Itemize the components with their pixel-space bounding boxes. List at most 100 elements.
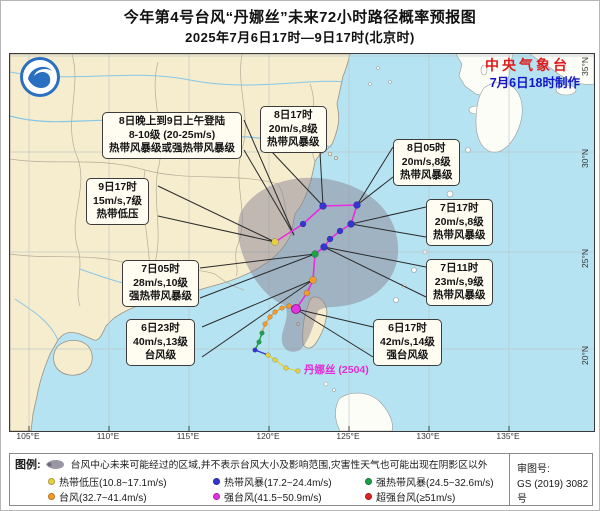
legend-item: 强热带风暴(24.5~32.6m/s) [365,474,494,489]
typhoon-track [252,201,361,374]
forecast-point [299,220,307,228]
callout-pointer [295,308,374,358]
forecast-track-segment [312,253,316,281]
callout-landfall: 8日晚上到9日上午登陆 8-10级 (20-25m/s) 热带风暴级或强热带风暴级 [102,112,242,159]
forecast-track-segment [274,223,304,243]
agency-issue-time: 7月6日18时制作 [489,76,580,90]
legend-dot [365,493,372,500]
latitude-axis: 35°N 30°N 25°N 20°N [580,57,590,365]
lon-label: 120°E [256,431,280,441]
track-point [256,339,262,345]
current-position-point [291,304,301,314]
forecast-point [320,243,328,251]
track-point [272,309,278,315]
callout-pointer [243,149,295,236]
callout-line: 40m/s,13级 [133,335,188,348]
license-number: GS (2019) 3082号 [517,479,589,505]
callout-pointer [350,206,427,225]
callout-line: 28m/s,10级 [133,276,188,289]
callout-t-7d05: 7日05时 28m/s,10级 强热带风暴级 [122,260,199,307]
callout-line: 42m/s,14级 [380,335,435,348]
callout-pointer [199,253,316,269]
callout-line: 15m/s,7级 [93,194,143,207]
legend-dot [48,478,55,485]
callout-t-7d11: 7日11时 23m/s,9级 热带风暴级 [426,259,493,306]
probability-cone [237,177,399,352]
callout-line: 20m/s,8级 [268,122,318,135]
legend-row-cone: 图例: 台风中心未来可能经过的区域,并不表示台风大小及影响范围,灾害性天气也可能… [15,457,488,471]
callout-pointer [323,246,427,298]
legend-item: 台风(32.7~41.4m/s) [48,489,147,504]
callout-pointer [295,308,374,328]
legend-item: 热带低压(10.8~17.1m/s) [48,474,167,489]
track-point [267,314,273,320]
legend-cone-note: 台风中心未来可能经过的区域,并不表示台风大小及影响范围,灾害性天气也可能出现在阴… [70,460,488,471]
lon-label: 110°E [96,431,120,441]
callout-line: 6日23时 [141,322,180,334]
callout-line: 7日17时 [439,202,479,214]
legend-item: 超强台风(≥51m/s) [365,489,455,504]
track-point [295,368,301,374]
lat-label: 30°N [580,149,590,168]
callout-line: 20m/s,8级 [401,155,451,168]
forecast-point [303,289,311,297]
forecast-point [319,202,327,210]
lat-label: 20°N [580,346,590,365]
callout-t-8d17: 8日17时 20m/s,8级 热带风暴级 [260,106,327,153]
callout-pointers [157,119,427,358]
legend-item: 强台风(41.5~50.9m/s) [213,489,322,504]
callout-pointer [157,185,276,243]
callout-line: 强台风级 [386,349,429,361]
legend-dot [365,478,372,485]
legend-item-label: 强热带风暴(24.5~32.6m/s) [376,478,494,489]
legend-dot [213,493,220,500]
legend-dot [213,478,220,485]
forecast-track-segment [322,204,358,207]
callout-line: 7日05时 [141,263,180,275]
forecast-point [336,227,344,235]
callout-line: 热带风暴级 [267,136,320,148]
callout-pointer [157,215,276,243]
callout-line: 7日11时 [440,262,479,274]
legend-item-label: 热带风暴(17.2~24.4m/s) [224,478,332,489]
forecast-point [271,238,279,246]
callout-t-6d23: 6日23时 40m/s,13级 台风级 [126,319,195,366]
callout-line: 热带风暴级或强热带风暴级 [109,142,235,154]
callout-pointer [319,151,324,207]
callout-line: 20m/s,8级 [434,215,484,228]
track-point [259,330,265,336]
map-license: 审图号: GS (2019) 3082号 [509,454,593,505]
callout-pointer [350,223,427,238]
callout-pointer [323,246,427,268]
callout-line: 9日17时 [98,181,137,193]
track-point [272,357,278,363]
storm-name-label: 丹娜丝 (2504) [304,364,369,376]
callout-line: 8-10级 (20-25m/s) [128,128,216,141]
callout-pointer [243,119,295,236]
agency-name: 中央气象台 [485,57,570,73]
callout-pointer [271,151,324,207]
callout-line: 强热带风暴级 [129,290,192,302]
forecast-point [309,276,317,284]
callout-line: 热带风暴级 [433,229,486,241]
legend-item-label: 强台风(41.5~50.9m/s) [224,493,322,504]
callout-pointer [356,146,394,206]
forecast-point [311,250,319,258]
callout-pointer [201,279,314,328]
callout-line: 23m/s,9级 [434,275,484,288]
track-point [262,321,268,327]
legend-item-label: 超强台风(≥51m/s) [376,493,456,504]
callout-pointer [199,253,316,299]
callout-t-6d17: 6日17时 42m/s,14级 强台风级 [373,319,442,366]
map-canvas: 35°N 30°N 25°N 20°N 中央气象台 7月6日18时制作 丹娜丝 (25… [9,53,595,432]
lon-label: 115°E [176,431,200,441]
track-point [252,347,258,353]
forecast-point [326,235,334,243]
forecast-point [353,201,361,209]
forecast-track-segment [302,205,324,225]
callout-line: 热带风暴级 [400,169,453,181]
legend-item-label: 热带低压(10.8~17.1m/s) [59,478,167,489]
page-title: 今年第4号台风“丹娜丝”未来72小时路径概率预报图 [123,9,477,26]
callout-line: 热带风暴级 [433,289,486,301]
license-label: 审图号: [517,464,550,475]
